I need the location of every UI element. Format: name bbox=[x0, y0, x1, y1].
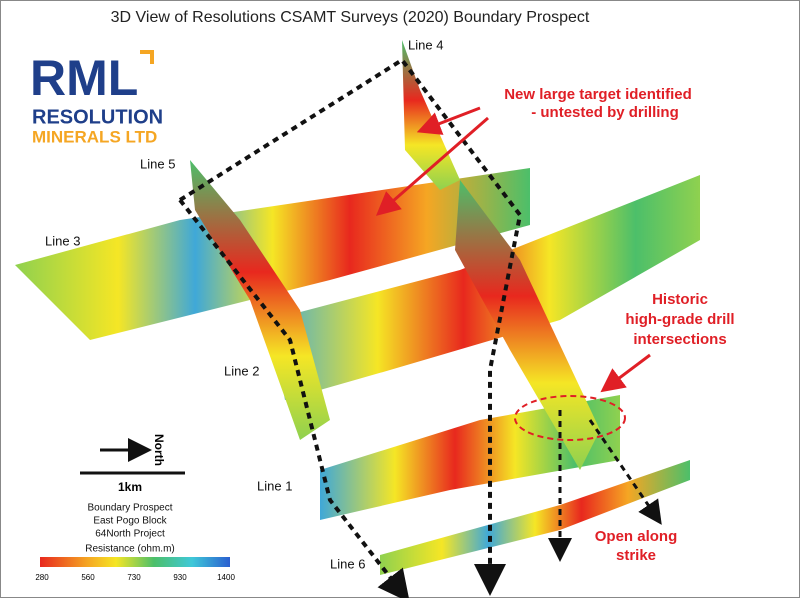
logo-line: MINERALS LTD bbox=[32, 127, 157, 146]
line-label: Line 4 bbox=[408, 37, 443, 52]
logo-corner bbox=[140, 50, 154, 64]
outline bbox=[178, 57, 662, 598]
annotation: Historic bbox=[652, 291, 708, 308]
annotation: - untested by drilling bbox=[531, 104, 679, 121]
legend-tick-label: 730 bbox=[127, 573, 141, 582]
project-info: East Pogo Block bbox=[93, 516, 167, 527]
legend-title: Resistance (ohm.m) bbox=[85, 544, 174, 555]
annotation: Open along bbox=[595, 528, 678, 545]
section-cross bbox=[455, 180, 600, 470]
line-label: Line 5 bbox=[140, 156, 175, 171]
arrows bbox=[375, 106, 651, 393]
line-label: Line 2 bbox=[224, 363, 259, 378]
legend-tick-label: 560 bbox=[81, 573, 95, 582]
legend-ticks: 280 560 730 930 1400 bbox=[35, 573, 235, 582]
annotation: New large target identified bbox=[504, 86, 692, 103]
annotation: strike bbox=[616, 547, 656, 564]
annotation: high-grade drill bbox=[625, 311, 734, 328]
scale-label: 1km bbox=[118, 480, 142, 494]
section-line1 bbox=[320, 395, 620, 520]
legend-bar bbox=[40, 557, 230, 567]
drill-zone bbox=[514, 395, 626, 441]
legend-tick-label: 1400 bbox=[217, 573, 235, 582]
section-line6 bbox=[380, 460, 690, 575]
legend-tick-label: 280 bbox=[35, 573, 49, 582]
project-info: 64North Project bbox=[95, 529, 165, 540]
logo: RML RESOLUTION MINERALS LTD bbox=[30, 50, 163, 146]
annotation: intersections bbox=[633, 331, 726, 348]
legend-tick-label: 930 bbox=[173, 573, 187, 582]
logo-line: RESOLUTION bbox=[32, 106, 163, 128]
north-label: North bbox=[152, 434, 166, 466]
title: 3D View of Resolutions CSAMT Surveys (20… bbox=[111, 9, 590, 26]
section-line5 bbox=[190, 160, 330, 440]
line-label: Line 3 bbox=[45, 233, 80, 248]
project-info: Boundary Prospect bbox=[87, 503, 172, 514]
line-label: Line 1 bbox=[257, 478, 292, 493]
logo-mark: RML bbox=[30, 50, 138, 106]
line-label: Line 6 bbox=[330, 556, 365, 571]
